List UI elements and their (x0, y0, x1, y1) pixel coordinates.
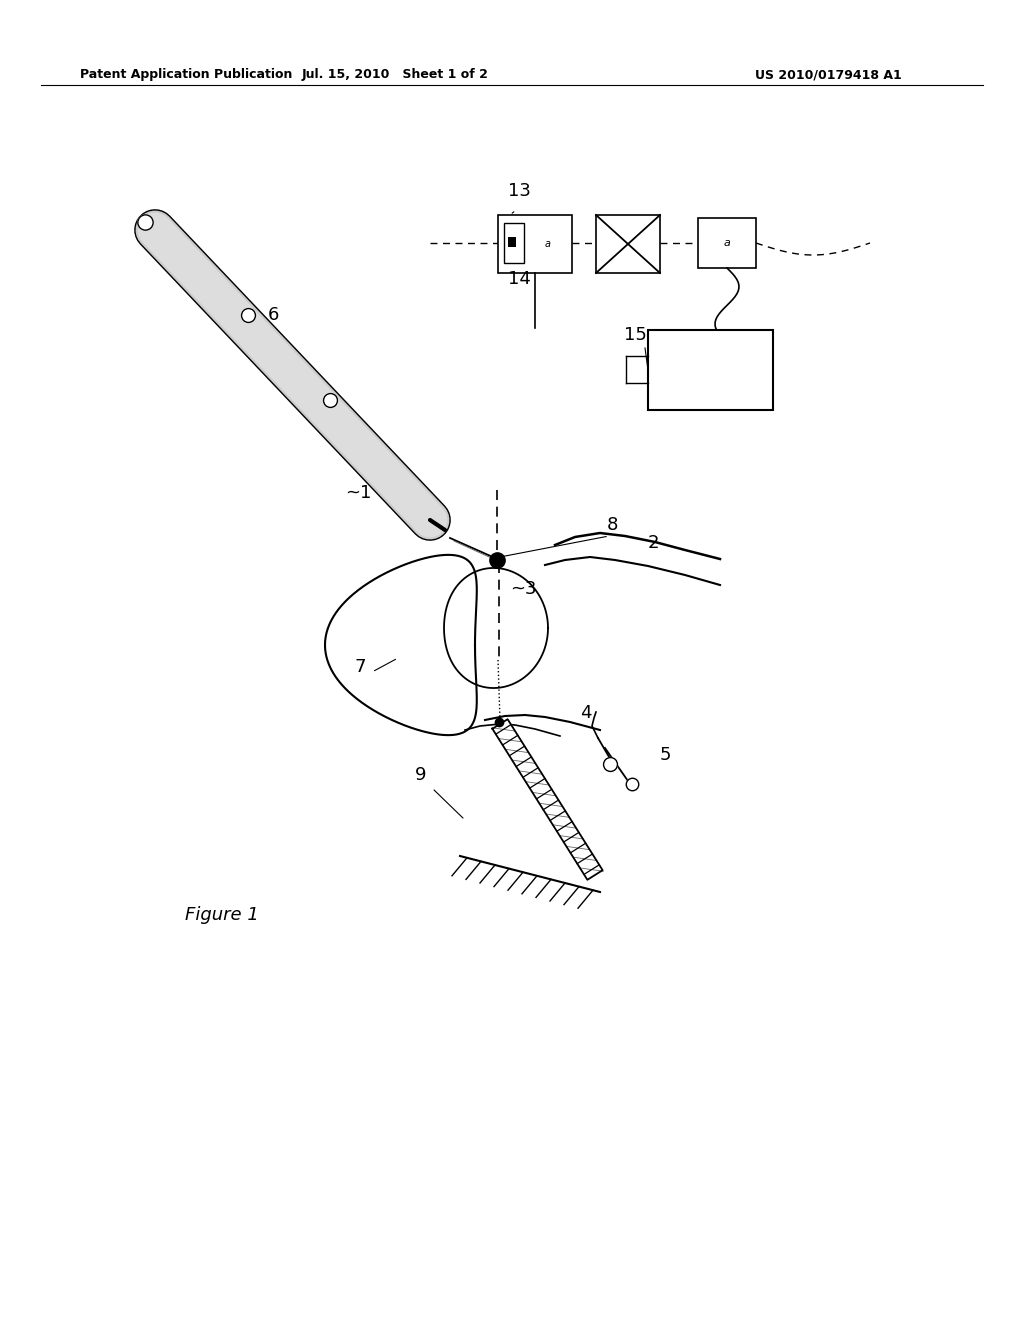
Text: Figure 1: Figure 1 (185, 906, 259, 924)
Text: ~1: ~1 (345, 484, 372, 502)
Text: 5: 5 (660, 746, 672, 764)
Text: 15: 15 (624, 326, 647, 345)
Bar (504, 223, 524, 263)
Polygon shape (493, 719, 602, 880)
Text: Patent Application Publication: Patent Application Publication (80, 69, 293, 81)
Text: US 2010/0179418 A1: US 2010/0179418 A1 (755, 69, 902, 81)
Text: 6: 6 (268, 306, 280, 323)
Text: 7: 7 (355, 657, 367, 676)
Text: a: a (724, 238, 730, 248)
Text: 9: 9 (415, 766, 427, 784)
Bar (508, 238, 516, 247)
Text: 2: 2 (648, 535, 659, 552)
Text: 8: 8 (607, 516, 618, 535)
Text: 13: 13 (508, 182, 530, 201)
Bar (648, 330, 773, 411)
Text: a: a (545, 239, 551, 249)
Text: ~3: ~3 (510, 579, 537, 598)
Text: Jul. 15, 2010   Sheet 1 of 2: Jul. 15, 2010 Sheet 1 of 2 (301, 69, 488, 81)
Text: 4: 4 (580, 704, 592, 722)
Bar (698, 218, 756, 268)
Bar (596, 215, 660, 273)
Bar (498, 215, 572, 273)
Text: 14: 14 (508, 271, 530, 288)
